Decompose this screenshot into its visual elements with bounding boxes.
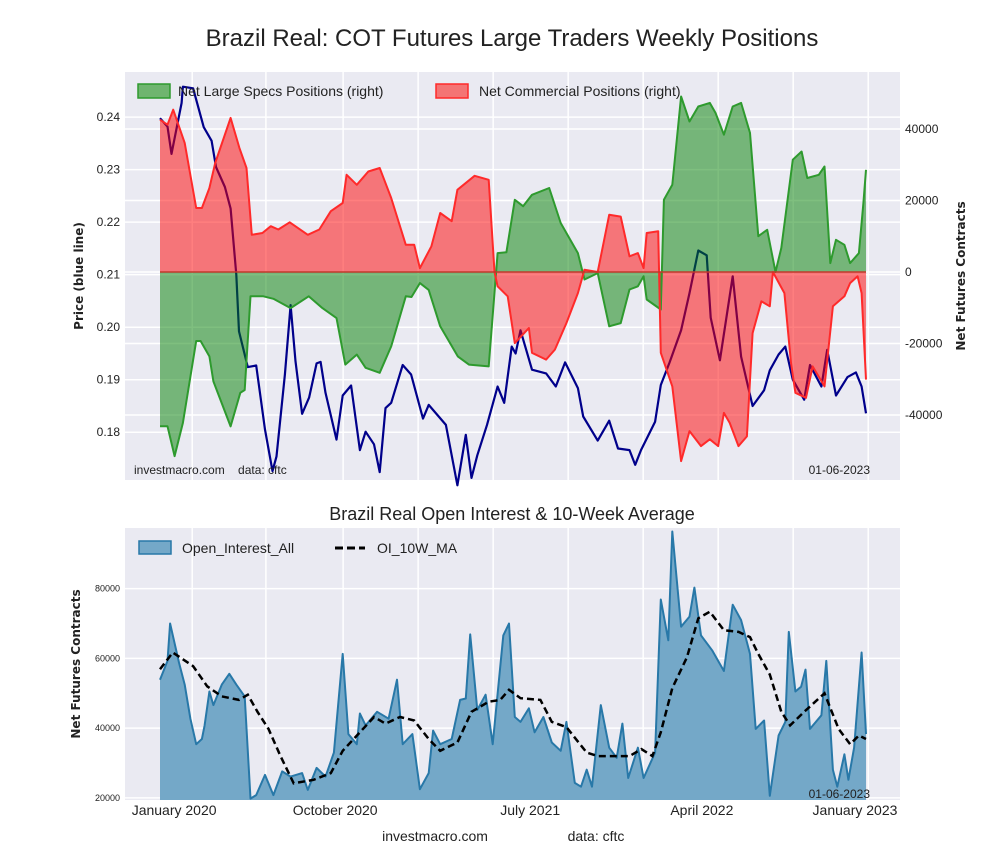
x-tick-label: July 2021 <box>500 802 560 818</box>
oi-tick-label: 60000 <box>95 653 120 663</box>
x-tick-label: October 2020 <box>293 802 378 818</box>
top-date-label: 01-06-2023 <box>809 463 871 477</box>
specs-line <box>160 95 867 458</box>
x-tick-label: January 2023 <box>813 802 898 818</box>
ma-10w-line <box>159 610 867 785</box>
net-tick-label: 40000 <box>905 122 939 136</box>
price-tick-label: 0.18 <box>97 425 121 439</box>
top-chart-title: Brazil Real: COT Futures Large Traders W… <box>206 25 819 52</box>
price-tick-label: 0.24 <box>97 110 121 124</box>
price-tick-label: 0.20 <box>97 320 121 334</box>
legend-swatch-specs <box>137 83 171 99</box>
x-tick-label: January 2020 <box>132 802 217 818</box>
bottom-y-ticks: 80000 60000 40000 20000 <box>95 584 120 803</box>
top-legend: Net Large Specs Positions (right) Net Co… <box>137 83 681 99</box>
bottom-x-ticks: January 2020 October 2020 July 2021 April 2… <box>132 802 898 818</box>
legend-label-ma: OI_10W_MA <box>377 540 458 556</box>
net-tick-label: -40000 <box>905 408 943 422</box>
top-watermark: investmacro.com data: cftc <box>134 463 287 477</box>
top-left-axis-label: Price (blue line) <box>72 222 86 330</box>
price-tick-label: 0.22 <box>97 215 121 229</box>
net-tick-label: 0 <box>905 265 912 279</box>
price-tick-label: 0.23 <box>97 163 121 177</box>
legend-swatch-oi <box>138 540 172 555</box>
bottom-series <box>159 530 867 800</box>
bottom-date-label: 01-06-2023 <box>809 787 871 801</box>
open-interest-line <box>159 530 867 800</box>
commercial-area <box>160 109 866 462</box>
top-series <box>159 85 868 487</box>
legend-label-oi: Open_Interest_All <box>182 540 294 556</box>
commercial-line <box>159 108 867 463</box>
bottom-y-axis-label: Net Futures Contracts <box>69 589 83 738</box>
specs-area <box>160 96 866 457</box>
oi-tick-label: 80000 <box>95 584 120 594</box>
x-tick-label: April 2022 <box>670 802 733 818</box>
bottom-legend: Open_Interest_All OI_10W_MA <box>138 540 458 556</box>
net-tick-label: -20000 <box>905 336 943 350</box>
legend-label-specs: Net Large Specs Positions (right) <box>178 83 383 99</box>
net-tick-label: 20000 <box>905 193 939 207</box>
oi-tick-label: 20000 <box>95 793 120 803</box>
price-tick-label: 0.19 <box>97 373 121 387</box>
footer-source: data: cftc <box>568 828 625 844</box>
bottom-chart-title: Brazil Real Open Interest & 10-Week Aver… <box>329 504 695 524</box>
legend-swatch-commercial <box>435 83 469 99</box>
legend-label-commercial: Net Commercial Positions (right) <box>479 83 681 99</box>
top-right-ticks: 40000 20000 0 -20000 -40000 <box>905 122 943 422</box>
top-right-axis-label: Net Futures Contracts <box>954 201 968 350</box>
price-tick-label: 0.21 <box>97 268 121 282</box>
oi-tick-label: 40000 <box>95 723 120 733</box>
footer-site: investmacro.com <box>382 828 488 844</box>
top-left-ticks: 0.24 0.23 0.22 0.21 0.20 0.19 0.18 <box>97 110 121 439</box>
